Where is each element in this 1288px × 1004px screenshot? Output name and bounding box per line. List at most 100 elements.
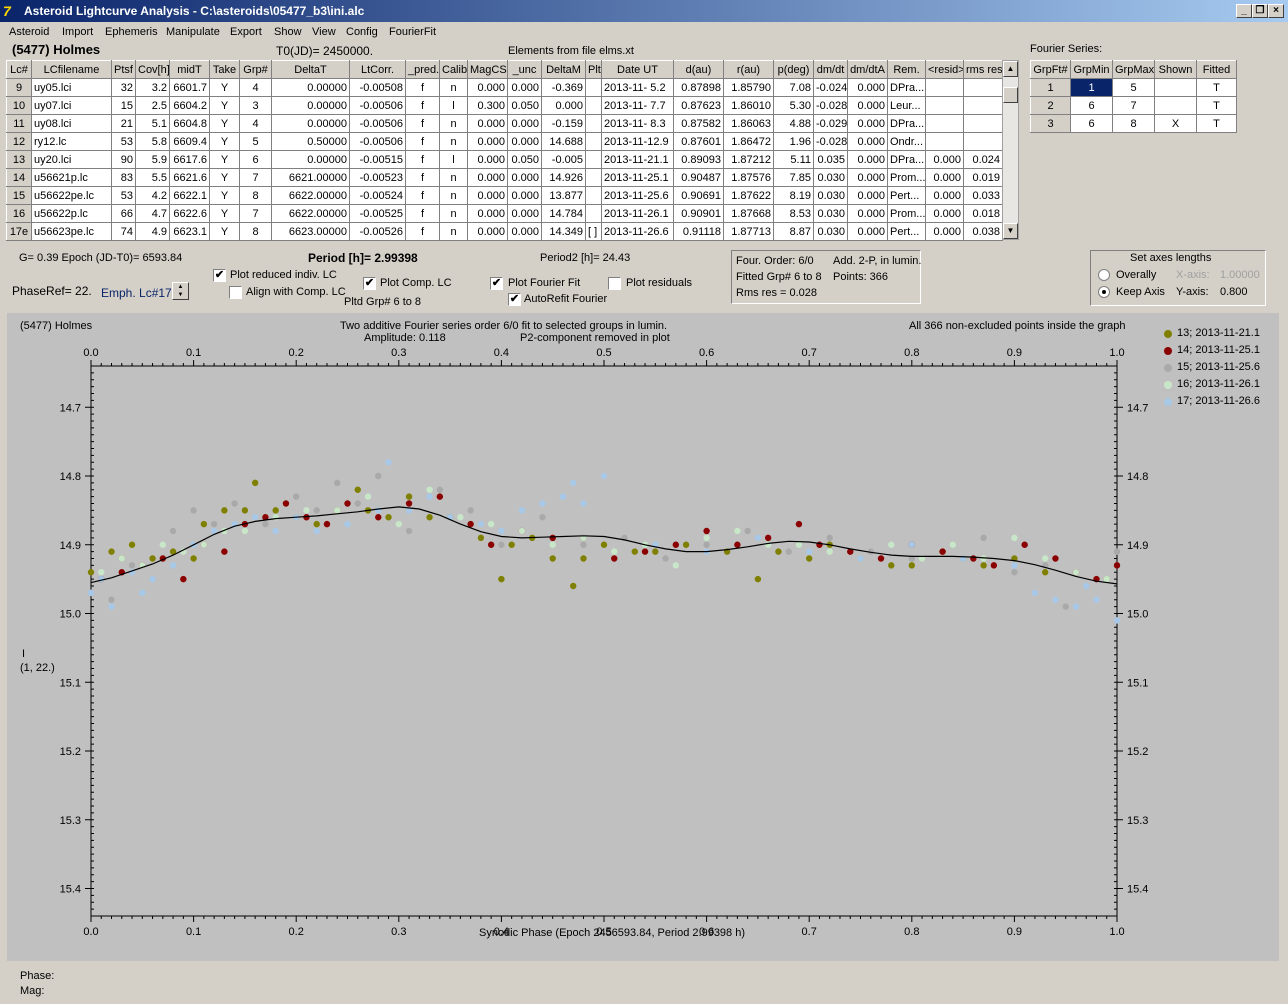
row-header[interactable]: 14	[6, 168, 32, 187]
table-cell[interactable]: -0.00506	[349, 132, 406, 151]
menu-view[interactable]: View	[312, 26, 336, 38]
fourier-column-header[interactable]: GrpMax	[1112, 60, 1155, 79]
table-cell[interactable]: 6	[239, 150, 272, 169]
overally-radio[interactable]	[1098, 269, 1110, 281]
table-cell[interactable]: 4	[239, 78, 272, 97]
row-header[interactable]: 11	[6, 114, 32, 133]
table-row[interactable]: 14 u56621p.lc 83 5.5 6621.6 Y 7 6621.00000 -0.00…	[6, 168, 1003, 187]
table-cell[interactable]: DPra...	[887, 114, 926, 133]
table-cell[interactable]: 5.11	[773, 150, 814, 169]
table-row[interactable]: 17e u56623pe.lc 74 4.9 6623.1 Y 8 6623.00000 -0.…	[6, 222, 1003, 241]
table-cell[interactable]: 6604.2	[169, 96, 210, 115]
table-cell[interactable]: 1.96	[773, 132, 814, 151]
table-cell[interactable]: 8.19	[773, 186, 814, 205]
table-cell[interactable]: 2013-11- 5.2	[601, 78, 674, 97]
table-cell[interactable]: 8	[239, 222, 272, 241]
table-cell[interactable]: 1.86063	[723, 114, 774, 133]
table-cell[interactable]: 3.2	[135, 78, 170, 97]
table-cell[interactable]: 0.91118	[673, 222, 724, 241]
table-cell[interactable]: 4.7	[135, 204, 170, 223]
table-cell[interactable]: 0.038	[963, 222, 1003, 241]
table-cell[interactable]: 6622.1	[169, 186, 210, 205]
column-header[interactable]: _unc	[507, 60, 542, 79]
table-cell[interactable]: 2013-11-25.6	[601, 186, 674, 205]
table-scrollbar[interactable]: ▲ ▼	[1002, 60, 1019, 240]
column-header[interactable]: Rem.	[887, 60, 926, 79]
table-cell[interactable]: 5	[239, 132, 272, 151]
table-cell[interactable]: 5.30	[773, 96, 814, 115]
table-cell[interactable]: u56622pe.lc	[31, 186, 112, 205]
table-cell[interactable]: Y	[209, 222, 240, 241]
table-cell[interactable]: 14.688	[541, 132, 586, 151]
table-cell[interactable]: Ondr...	[887, 132, 926, 151]
table-cell[interactable]	[963, 96, 1003, 115]
table-cell[interactable]: Pert...	[887, 222, 926, 241]
y-axis-value[interactable]: 0.800	[1220, 286, 1248, 298]
table-cell[interactable]: 0.89093	[673, 150, 724, 169]
fourier-cell[interactable]: 8	[1112, 114, 1155, 133]
table-cell[interactable]: 0.030	[813, 222, 848, 241]
table-cell[interactable]: 7	[239, 204, 272, 223]
table-cell[interactable]: 4.9	[135, 222, 170, 241]
table-cell[interactable]: 0.000	[467, 186, 508, 205]
table-cell[interactable]: 74	[111, 222, 136, 241]
table-cell[interactable]: -0.00524	[349, 186, 406, 205]
column-header[interactable]: Plt	[585, 60, 602, 79]
table-cell[interactable]: 0.000	[541, 96, 586, 115]
table-cell[interactable]: 0.000	[847, 78, 888, 97]
table-cell[interactable]: f	[405, 114, 440, 133]
menu-fourierfit[interactable]: FourierFit	[389, 26, 437, 38]
table-cell[interactable]: 6617.6	[169, 150, 210, 169]
table-cell[interactable]: 0.000	[847, 132, 888, 151]
table-cell[interactable]: 0.000	[925, 204, 964, 223]
fourier-cell[interactable]: 6	[1070, 114, 1113, 133]
menu-ephemeris[interactable]: Ephemeris	[105, 26, 158, 38]
table-cell[interactable]: 1.85790	[723, 78, 774, 97]
fourier-cell[interactable]: T	[1196, 114, 1237, 133]
table-cell[interactable]: 6604.8	[169, 114, 210, 133]
menu-config[interactable]: Config	[346, 26, 378, 38]
table-cell[interactable]: 5.9	[135, 150, 170, 169]
table-cell[interactable]: n	[439, 132, 468, 151]
table-cell[interactable]	[925, 78, 964, 97]
table-cell[interactable]: 1.87212	[723, 150, 774, 169]
table-cell[interactable]: f	[405, 168, 440, 187]
table-cell[interactable]: 0.050	[507, 96, 542, 115]
column-header[interactable]: Ptsf	[111, 60, 136, 79]
row-header[interactable]: 13	[6, 150, 32, 169]
table-cell[interactable]: f	[405, 222, 440, 241]
table-cell[interactable]: l	[439, 150, 468, 169]
table-cell[interactable]	[925, 114, 964, 133]
fourier-cell[interactable]: 6	[1070, 96, 1113, 115]
table-cell[interactable]: -0.028	[813, 96, 848, 115]
fourier-column-header[interactable]: Fitted	[1196, 60, 1237, 79]
table-row[interactable]: 10 uy07.lci 15 2.5 6604.2 Y 3 0.00000 -0.00506 f l…	[6, 96, 1003, 115]
fourier-cell[interactable]: T	[1196, 78, 1237, 97]
table-cell[interactable]: 0.030	[813, 186, 848, 205]
table-cell[interactable]	[585, 186, 602, 205]
table-cell[interactable]: l	[439, 96, 468, 115]
table-cell[interactable]: 3	[239, 96, 272, 115]
column-header[interactable]: <resid>	[925, 60, 964, 79]
table-cell[interactable]: 83	[111, 168, 136, 187]
emph-spin-button[interactable]: ▲ ▼	[172, 282, 189, 300]
column-header[interactable]: LtCorr.	[349, 60, 406, 79]
table-cell[interactable]: 0.035	[813, 150, 848, 169]
table-cell[interactable]	[585, 168, 602, 187]
table-cell[interactable]: DPra...	[887, 150, 926, 169]
table-cell[interactable]: Prom...	[887, 204, 926, 223]
table-cell[interactable]: 6622.6	[169, 204, 210, 223]
table-cell[interactable]: -0.029	[813, 114, 848, 133]
table-cell[interactable]: 6622.00000	[271, 186, 350, 205]
table-cell[interactable]: -0.024	[813, 78, 848, 97]
table-cell[interactable]	[585, 150, 602, 169]
column-header[interactable]: DeltaM	[541, 60, 586, 79]
table-cell[interactable]: 0.030	[813, 204, 848, 223]
table-cell[interactable]: 0.000	[467, 132, 508, 151]
table-cell[interactable]: 1.87622	[723, 186, 774, 205]
scroll-down-button[interactable]: ▼	[1003, 223, 1018, 239]
table-cell[interactable]: [ ]	[585, 222, 602, 241]
table-cell[interactable]: 2013-11-26.6	[601, 222, 674, 241]
table-cell[interactable]: -0.369	[541, 78, 586, 97]
